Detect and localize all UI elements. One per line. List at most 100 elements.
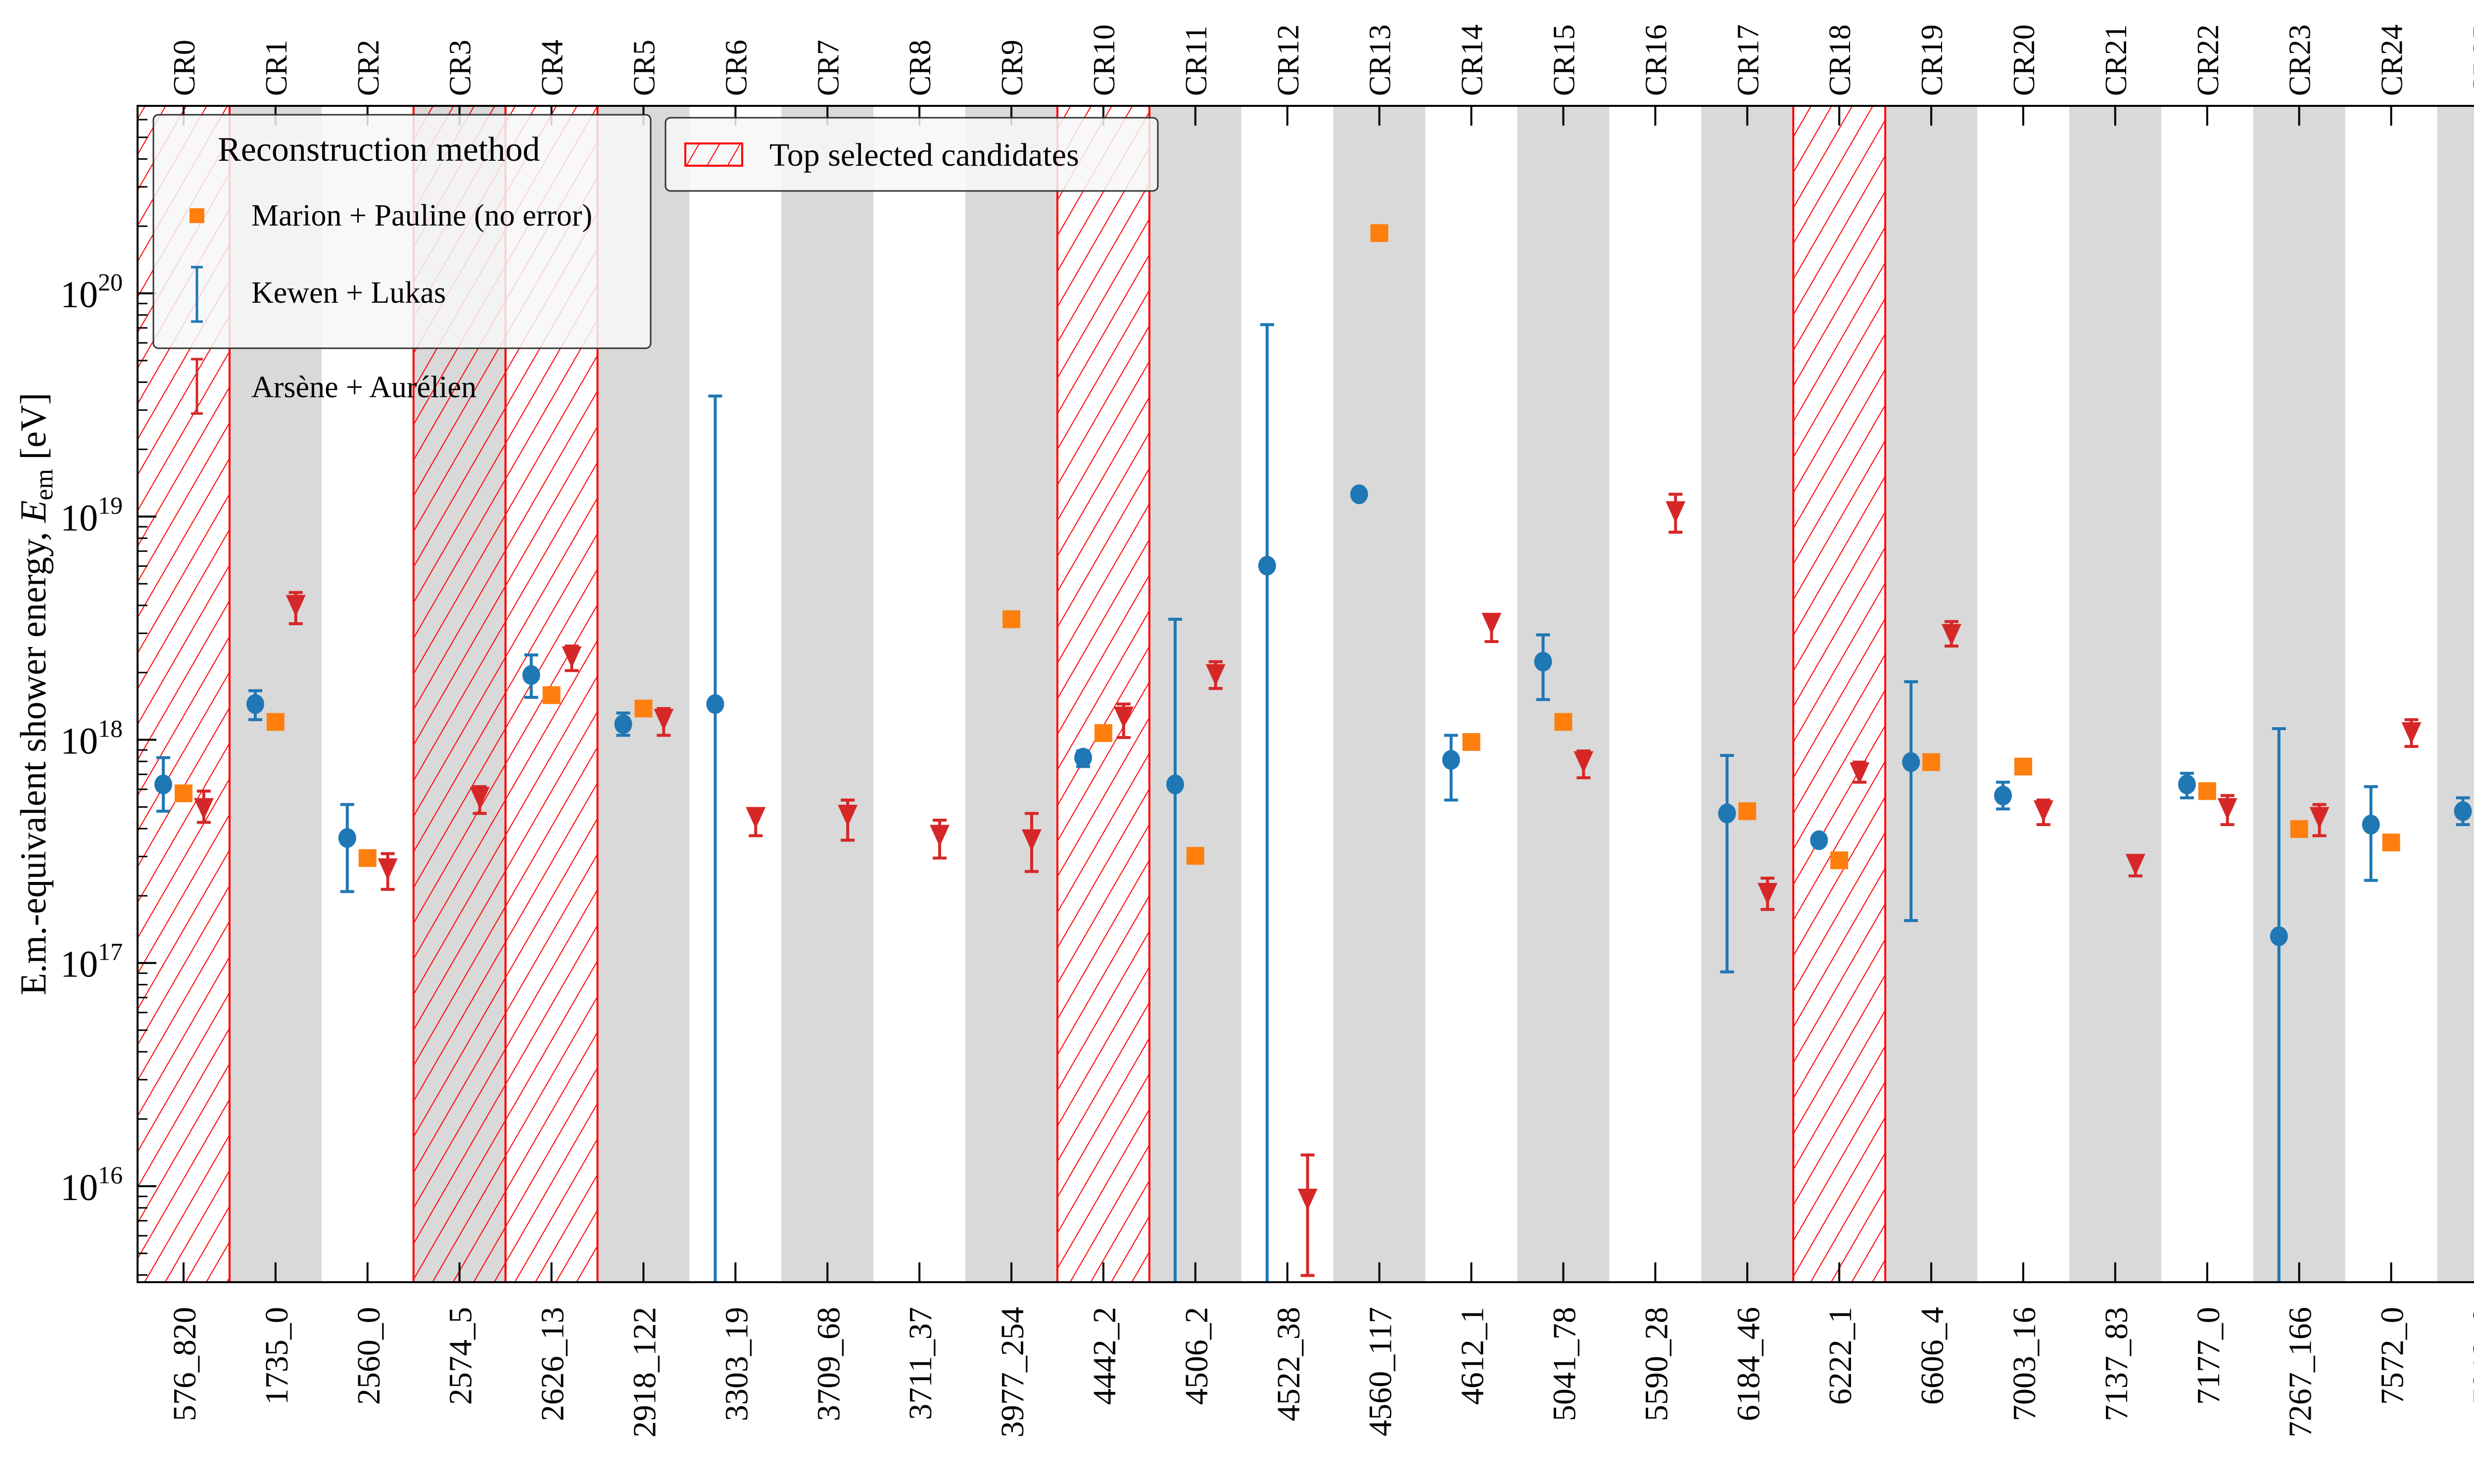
x-tick-label-top: CR11 [1180,26,1213,96]
background-band [1333,106,1426,1282]
y-tick-label: 1016 [60,1161,123,1208]
marker-triangle-arsene-aurelien [838,804,858,827]
marker-circle-kewen-lukas [2362,814,2380,835]
x-tick-label-top: CR14 [1456,24,1489,96]
marker-triangle-arsene-aurelien [930,825,950,847]
marker-square-marion-pauline [174,784,192,802]
marker-circle-kewen-lukas [1350,484,1368,505]
legend-reconstruction-method: Reconstruction method Marion + Pauline (… [152,114,652,415]
x-tick-label-bottom: 7572_0 [2375,1307,2411,1405]
background-band [2069,106,2161,1282]
x-tick-label-bottom: 7177_0 [2190,1307,2227,1405]
x-tick-label-bottom: 7913_0 [2467,1307,2474,1405]
x-tick-label-top: CR7 [811,40,845,96]
marker-triangle-arsene-aurelien [1297,1189,1318,1211]
marker-square-marion-pauline [2290,820,2308,838]
legend-marker-errorbar-red [191,358,203,415]
x-tick-label-bottom: 3977_254 [995,1307,1031,1438]
x-tick-label-bottom: 6184_46 [1730,1307,1766,1421]
marker-circle-kewen-lukas [338,828,356,848]
x-tick-label-bottom: 3711_37 [903,1307,939,1420]
background-band [2437,106,2474,1282]
marker-circle-kewen-lukas [1442,750,1460,770]
y-axis-label: E.m.-equivalent shower energy, Eem [eV] [13,393,58,995]
background-band [1885,106,1978,1282]
x-tick-label-bottom: 3303_19 [718,1307,755,1421]
x-tick-label-top: CR1 [260,40,293,96]
x-tick-label-top: CR2 [352,40,385,96]
x-tick-label-bottom: 4506_2 [1179,1307,1215,1405]
marker-triangle-arsene-aurelien [1481,612,1502,635]
x-tick-label-top: CR21 [2099,24,2133,96]
marker-circle-kewen-lukas [1994,786,2012,806]
marker-circle-kewen-lukas [706,694,724,714]
x-tick-label-bottom: 7267_166 [2283,1307,2319,1438]
data-marks [154,224,2472,1282]
marker-square-marion-pauline [358,849,377,867]
marker-circle-kewen-lukas [154,774,173,794]
marker-circle-kewen-lukas [2270,926,2288,946]
x-tick-label-bottom: 576_820 [167,1307,203,1421]
x-tick-label-top: CR3 [444,40,477,96]
y-tick-label: 1017 [60,938,123,985]
marker-triangle-arsene-aurelien [1205,664,1226,686]
x-tick-label-top: CR13 [1364,24,1397,96]
x-tick-label-top: CR10 [1088,24,1121,96]
x-tick-label-top: CR18 [1823,24,1857,96]
background-band [2253,106,2345,1282]
background-band [1149,106,1241,1282]
x-tick-label-top: CR15 [1547,24,1581,96]
marker-triangle-arsene-aurelien [470,787,490,809]
legend-title: Reconstruction method [218,131,540,169]
marker-triangle-arsene-aurelien [2309,807,2330,829]
marker-square-marion-pauline [1186,847,1204,865]
x-tick-label-bottom: 1735_0 [259,1307,295,1405]
x-tick-label-top: CR23 [2284,24,2317,96]
marker-square-marion-pauline [1370,224,1388,242]
marker-circle-kewen-lukas [1810,830,1828,850]
marker-circle-kewen-lukas [1534,651,1552,672]
marker-triangle-arsene-aurelien [2217,798,2237,820]
marker-square-marion-pauline [634,699,653,718]
marker-square-marion-pauline [1094,724,1112,742]
marker-square-marion-pauline [1922,753,1941,771]
legend-entry: Top selected candidates [769,137,1079,173]
marker-triangle-arsene-aurelien [1573,751,1594,773]
marker-square-marion-pauline [1462,733,1480,751]
marker-triangle-arsene-aurelien [746,807,766,829]
x-tick-label-top: CR9 [996,40,1029,96]
x-tick-label-bottom: 6222_1 [1822,1307,1858,1405]
legend-box [665,117,1159,192]
marker-circle-kewen-lukas [1166,774,1184,794]
marker-square-marion-pauline [1830,851,1849,870]
marker-square-marion-pauline [266,713,285,731]
marker-circle-kewen-lukas [2454,801,2472,821]
legend-entry: Marion + Pauline (no error) [251,199,592,232]
x-tick-label-top: CR17 [1731,24,1765,96]
marker-circle-kewen-lukas [2178,774,2196,794]
background-band [1701,106,1794,1282]
x-tick-label-bottom: 7137_83 [2098,1307,2135,1421]
background-band [1517,106,1610,1282]
marker-triangle-arsene-aurelien [1941,624,1961,646]
x-tick-label-bottom: 4442_2 [1087,1307,1123,1405]
marker-triangle-arsene-aurelien [2125,854,2145,876]
marker-triangle-arsene-aurelien [1021,829,1042,851]
marker-triangle-arsene-aurelien [562,646,582,668]
marker-square-marion-pauline [542,686,561,704]
x-tick-label-bottom: 2918_122 [626,1307,663,1438]
x-tick-label-top: CR4 [536,40,570,96]
x-tick-label-bottom: 4612_1 [1455,1307,1491,1405]
x-tick-label-top: CR22 [2191,24,2225,96]
marker-triangle-arsene-aurelien [1665,501,1686,523]
x-tick-label-top: CR0 [168,40,201,96]
x-tick-label-top: CR19 [1915,24,1949,96]
legend-marker-square [190,208,204,223]
marker-square-marion-pauline [2198,782,2216,800]
x-tick-label-top: CR5 [627,40,661,96]
x-tick-label-bottom: 7003_16 [2006,1307,2043,1421]
marker-triangle-arsene-aurelien [2033,800,2053,822]
marker-triangle-arsene-aurelien [378,858,398,881]
marker-square-marion-pauline [2382,834,2400,852]
legend-entry: Arsène + Aurélien [251,371,476,404]
